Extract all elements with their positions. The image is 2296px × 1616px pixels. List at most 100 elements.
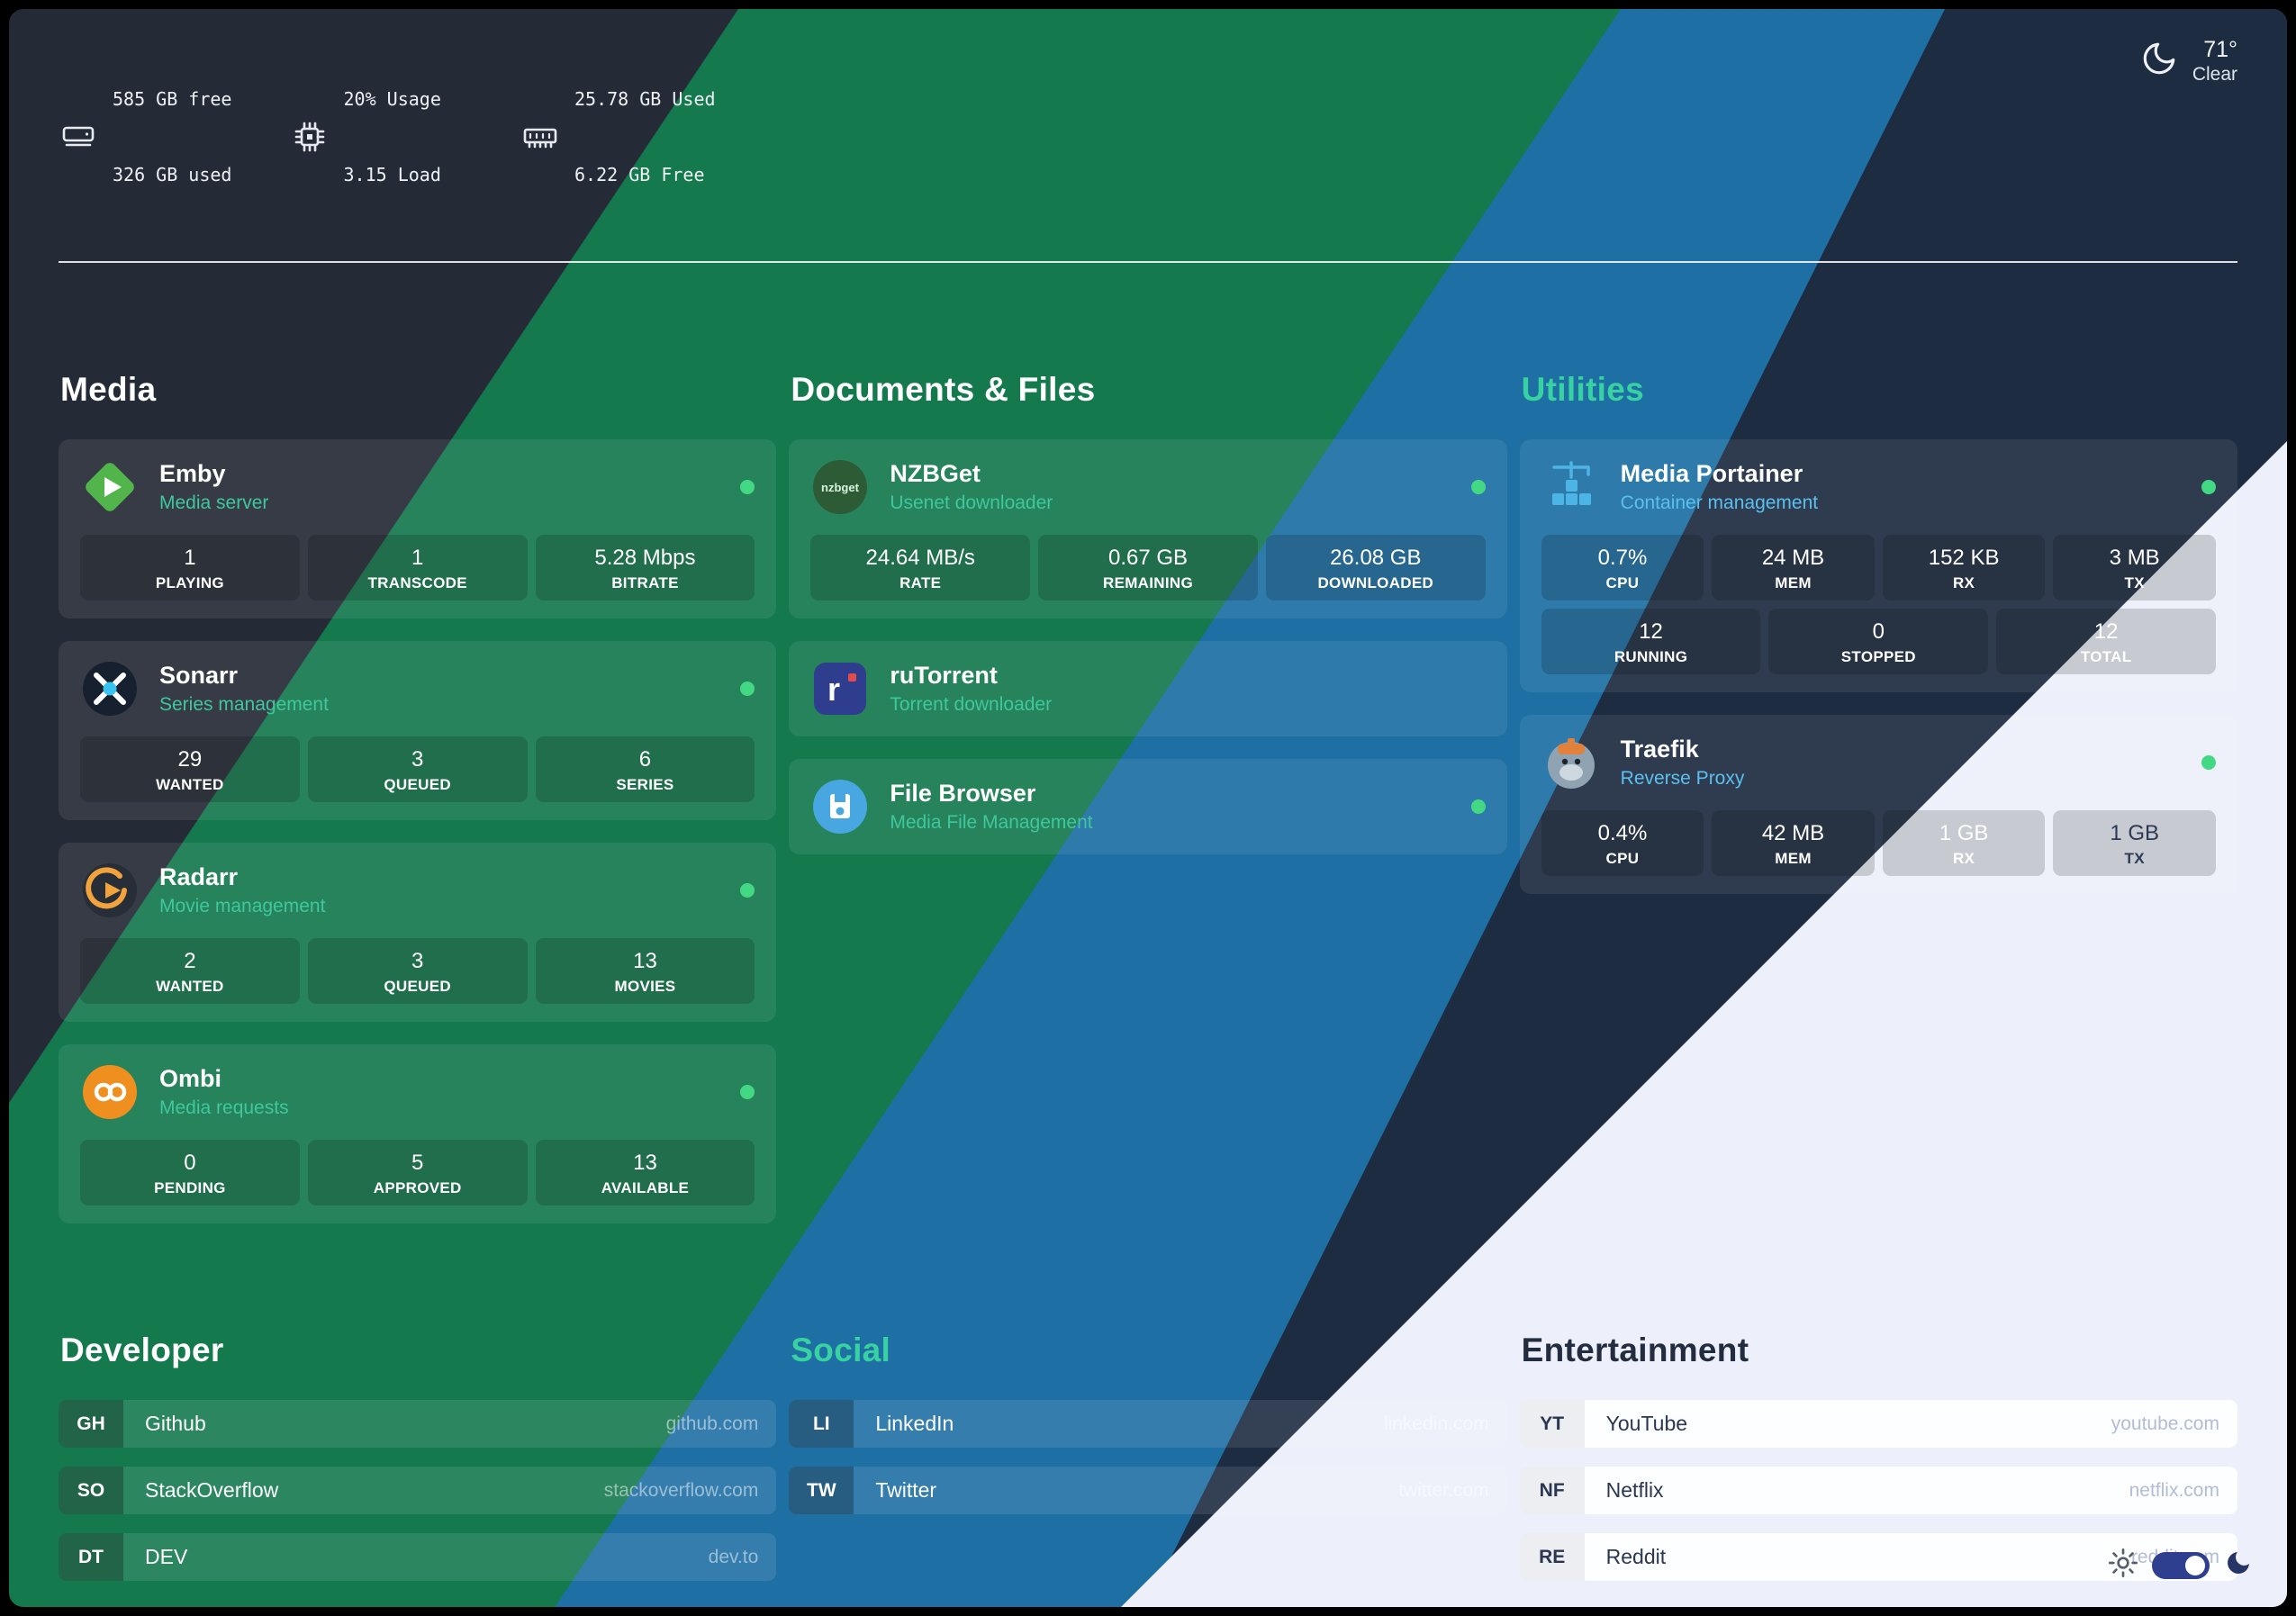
portainer-card[interactable]: Media Portainer Container management 0.7…	[1519, 439, 2237, 692]
emby-card-header: Emby Media server	[80, 457, 755, 517]
portainer-meta: Media Portainer Container management	[1621, 460, 1818, 514]
service-subtitle: Usenet downloader	[890, 492, 1053, 514]
bookmark-netflix[interactable]: NF Netflix netflix.com	[1519, 1467, 2237, 1514]
bookmark-name: Reddit	[1605, 1545, 1667, 1568]
stat-movies: 13 MOVIES	[535, 938, 755, 1004]
stat-label: RX	[1952, 850, 1975, 867]
stat-value: 13	[633, 1151, 657, 1175]
stat-label: TX	[2124, 850, 2145, 867]
weather-text: 71° Clear	[2192, 36, 2237, 86]
weather-temp: 71°	[2203, 37, 2237, 62]
stat-remaining: 0.67 GB REMAINING	[1038, 535, 1258, 600]
stat-downloaded: 26.08 GB DOWNLOADED	[1265, 535, 1486, 600]
stat-value: 12	[1639, 619, 1663, 644]
bookmark-dev[interactable]: DT DEV dev.to	[59, 1533, 777, 1581]
moon-icon[interactable]	[2224, 1548, 2253, 1582]
services-grid: Media Emby	[59, 263, 2237, 1246]
stat-rate: 24.64 MB/s RATE	[810, 535, 1031, 600]
stat-value: 24 MB	[1761, 546, 1825, 570]
clear-night-icon	[2140, 40, 2178, 82]
radarr-card-header: Radarr Movie management	[80, 861, 755, 920]
ombi-card[interactable]: Ombi Media requests 0 PENDING 5 APPROVED 1…	[59, 1044, 777, 1223]
stat-stopped: 0 STOPPED	[1768, 609, 1989, 674]
traefik-meta: Traefik Reverse Proxy	[1621, 736, 1745, 790]
section-title-documents: Documents & Files	[791, 371, 1096, 408]
bookmark-github[interactable]: GH Github github.com	[59, 1400, 777, 1448]
stat-wanted: 2 WANTED	[80, 938, 300, 1004]
sonarr-icon	[80, 659, 140, 718]
filebrowser-card[interactable]: File Browser Media File Management	[789, 759, 1507, 854]
status-dot	[2201, 755, 2216, 770]
rutorrent-card[interactable]: r ruTorrent Torrent downloader	[789, 641, 1507, 736]
service-name: Ombi	[159, 1064, 222, 1092]
service-name: ruTorrent	[890, 661, 998, 689]
stat-value: 1 GB	[1939, 821, 1989, 845]
theme-switch[interactable]	[2152, 1551, 2210, 1579]
bookmark-url: stackoverflow.com	[603, 1479, 759, 1501]
theme-switch-knob	[2185, 1555, 2205, 1575]
stat-label: MEM	[1775, 850, 1812, 867]
traefik-icon	[1541, 733, 1601, 792]
ombi-icon	[80, 1062, 140, 1122]
portainer-stats-row2: 12 RUNNING 0 STOPPED 12 TOTAL	[1541, 609, 2216, 674]
stat-label: RUNNING	[1614, 648, 1688, 665]
stat-value: 5.28 Mbps	[594, 546, 696, 570]
service-name: NZBGet	[890, 459, 981, 487]
bookmark-linkedin[interactable]: LI LinkedIn linkedin.com	[789, 1400, 1507, 1448]
bookmark-tag: NF	[1519, 1467, 1585, 1514]
stat-running: 12 RUNNING	[1541, 609, 1761, 674]
radarr-card[interactable]: Radarr Movie management 2 WANTED 3 QUEUED …	[59, 843, 777, 1022]
service-subtitle: Reverse Proxy	[1620, 768, 1745, 790]
stat-series: 6 SERIES	[535, 736, 755, 802]
cpu-stats-text: 20% Usage 3.15 Load	[344, 36, 475, 238]
disk-used: 326 GB used	[113, 164, 232, 185]
bookmark-tag: YT	[1519, 1400, 1585, 1448]
ram-free: 6.22 GB Free	[574, 164, 705, 185]
bookmark-youtube[interactable]: YT YouTube youtube.com	[1519, 1400, 2237, 1448]
traefik-stats: 0.4% CPU 42 MB MEM 1 GB RX 1 GB TX	[1541, 810, 2216, 876]
stat-label: TOTAL	[2080, 648, 2132, 665]
stat-label: DOWNLOADED	[1317, 574, 1434, 591]
sun-icon[interactable]	[2109, 1548, 2138, 1582]
ram-used: 25.78 GB Used	[574, 88, 716, 110]
nzbget-icon: nzbget	[810, 457, 870, 517]
service-subtitle: Torrent downloader	[890, 694, 1053, 716]
cpu-load: 3.15 Load	[343, 164, 441, 185]
status-dot	[740, 1085, 755, 1099]
disk-stats-text: 585 GB free 326 GB used	[113, 36, 243, 238]
section-social: Social LI LinkedIn linkedin.com TW Twitt…	[789, 1332, 1507, 1533]
status-dot	[740, 883, 755, 898]
stat-value: 5	[411, 1151, 424, 1175]
bookmark-twitter[interactable]: TW Twitter twitter.com	[789, 1467, 1507, 1514]
stat-tx: 1 GB TX	[2053, 810, 2216, 876]
service-name: Media Portainer	[1620, 459, 1803, 487]
bookmark-name: Twitter	[875, 1478, 937, 1502]
stat-label: APPROVED	[373, 1179, 462, 1196]
stat-available: 13 AVAILABLE	[535, 1140, 755, 1205]
stat-label: STOPPED	[1840, 648, 1916, 665]
nzbget-card[interactable]: nzbget NZBGet Usenet downloader	[789, 439, 1507, 618]
bookmark-name: YouTube	[1605, 1412, 1688, 1435]
traefik-card[interactable]: Traefik Reverse Proxy 0.4% CPU 42 MB MEM 1…	[1519, 715, 2237, 894]
stat-label: PLAYING	[155, 574, 224, 591]
bookmark-stackoverflow[interactable]: SO StackOverflow stackoverflow.com	[59, 1467, 777, 1514]
stat-value: 2	[184, 949, 196, 973]
stat-pending: 0 PENDING	[80, 1140, 300, 1205]
radarr-stats: 2 WANTED 3 QUEUED 13 MOVIES	[80, 938, 755, 1004]
stat-mem: 24 MB MEM	[1712, 535, 1875, 600]
disk-free: 585 GB free	[113, 88, 232, 110]
bookmarks-grid: Developer GH Github github.com SO StackO…	[59, 1332, 2237, 1600]
ram-stats-text: 25.78 GB Used 6.22 GB Free	[574, 36, 716, 238]
stat-label: TX	[2124, 574, 2145, 591]
bookmark-name: LinkedIn	[875, 1412, 954, 1435]
filebrowser-card-header: File Browser Media File Management	[810, 777, 1486, 836]
stat-label: WANTED	[156, 776, 224, 793]
sonarr-stats: 29 WANTED 3 QUEUED 6 SERIES	[80, 736, 755, 802]
bookmark-url: dev.to	[708, 1546, 759, 1567]
stat-value: 3	[411, 949, 424, 973]
content: 585 GB free 326 GB used 20% Usage	[9, 9, 2287, 1607]
cpu-stats: 20% Usage 3.15 Load	[290, 36, 475, 238]
stat-value: 13	[633, 949, 657, 973]
emby-card[interactable]: Emby Media server 1 PLAYING 1 TRANSCODE 5.…	[59, 439, 777, 618]
sonarr-card[interactable]: Sonarr Series management 29 WANTED 3 QUEUE…	[59, 641, 777, 820]
